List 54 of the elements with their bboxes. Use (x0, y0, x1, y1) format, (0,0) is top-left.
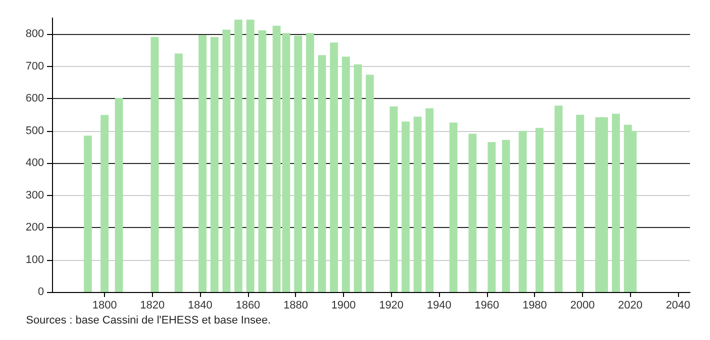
bar (414, 116, 422, 292)
y-tick-label: 500 (26, 124, 44, 137)
bar (318, 55, 326, 292)
x-tick-label: 1940 (426, 300, 452, 312)
bar (468, 134, 477, 292)
bar (488, 142, 496, 292)
x-tick-label: 2020 (618, 300, 643, 312)
x-tick-label: 1880 (283, 300, 308, 312)
bar (342, 56, 350, 292)
x-tick-label: 1820 (140, 300, 165, 312)
y-tick-label: 300 (26, 189, 44, 202)
y-tick-label: 200 (26, 222, 44, 234)
x-tick-label: 1860 (236, 300, 260, 312)
bar (174, 53, 183, 292)
bar (518, 130, 527, 292)
bar (612, 114, 620, 292)
bar (100, 115, 109, 292)
bar (246, 20, 254, 292)
bar (426, 108, 434, 292)
bar (306, 33, 314, 292)
bar (554, 106, 563, 292)
y-tick-label: 600 (26, 92, 44, 105)
x-tick-label: 1980 (522, 300, 547, 312)
bar (210, 37, 218, 292)
bar (366, 74, 374, 292)
bar (84, 136, 92, 292)
y-tick-label: 700 (26, 60, 44, 72)
bar (198, 35, 207, 292)
x-tick-label: 2000 (570, 300, 595, 312)
x-tick-label: 1960 (474, 300, 500, 312)
bar (354, 64, 362, 292)
y-tick-label: 0 (38, 286, 44, 298)
bar (222, 30, 230, 292)
x-tick-label: 2040 (666, 300, 690, 312)
source-note: Sources : base Cassini de l'EHESS et base Insee. (26, 314, 271, 326)
bar (234, 20, 242, 292)
x-tick-label: 1900 (331, 300, 356, 312)
x-tick-label: 1800 (92, 300, 117, 312)
bar (390, 106, 398, 292)
bar (535, 128, 544, 292)
bar (258, 30, 266, 292)
bar (402, 121, 410, 292)
y-tick-label: 800 (26, 28, 44, 40)
bar (502, 140, 510, 292)
bar (330, 42, 338, 292)
x-tick-label: 1840 (188, 300, 212, 312)
bar (114, 98, 123, 292)
bar (449, 122, 458, 292)
y-tick-label: 400 (26, 157, 44, 170)
y-tick-label: 100 (26, 254, 44, 266)
bar (576, 114, 584, 292)
bar (150, 37, 159, 292)
bar (294, 36, 302, 292)
x-tick-label: 1920 (379, 300, 404, 312)
